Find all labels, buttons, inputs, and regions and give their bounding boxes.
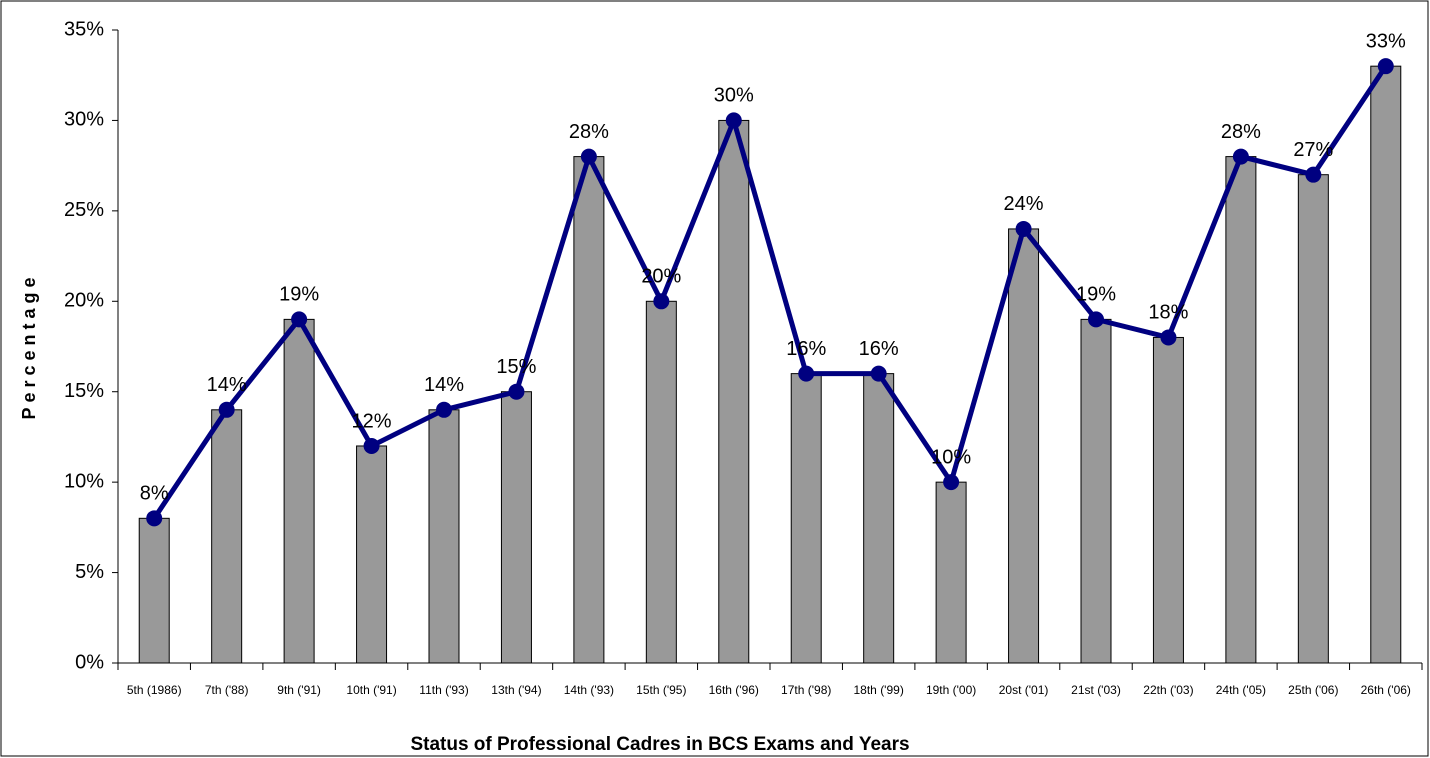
point [943,474,960,491]
x-tick-label: 22th ('03) [1143,683,1193,697]
bar [283,318,315,664]
y-tick-label: 10% [64,470,104,492]
point [1015,220,1032,237]
x-tick-label: 14th ('93) [564,683,614,697]
data-label: 19% [279,284,319,306]
point [146,510,163,527]
x-axis-label: Status of Professional Cadres in BCS Exa… [410,734,909,755]
point [218,401,235,418]
data-label: 33% [1366,30,1406,52]
y-tick-label: 0% [75,651,104,673]
data-label: 28% [569,121,609,143]
x-tick-label: 26th ('06) [1361,683,1411,697]
x-tick-label: 7th ('88) [205,683,249,697]
data-label: 19% [1076,284,1116,306]
point [1305,166,1322,183]
point [653,293,670,310]
x-tick-label: 15th ('95) [636,683,686,697]
x-tick-label: 17th ('98) [781,683,831,697]
x-tick-label: 24th ('05) [1216,683,1266,697]
point [870,365,887,382]
data-label: 8% [140,483,169,505]
data-label: 24% [1004,193,1044,215]
data-label: 20% [641,266,681,288]
bar [1080,318,1112,664]
data-label: 14% [207,374,247,396]
y-tick-label: 15% [64,380,104,402]
x-tick-label: 18th ('99) [854,683,904,697]
data-label: 16% [859,338,899,360]
x-tick-label: 11th ('93) [419,683,468,697]
x-tick-label: 10th ('91) [346,683,396,697]
data-label: 28% [1221,121,1261,143]
data-label: 18% [1148,302,1188,324]
x-tick-label: 5th (1986) [127,683,182,697]
bar [1008,228,1040,664]
y-tick-label: 35% [64,18,104,40]
data-label: 12% [352,410,392,432]
bar [356,445,388,664]
x-tick-label: 16th ('96) [709,683,759,697]
y-tick-label: 20% [64,290,104,312]
data-label: 14% [424,374,464,396]
x-tick-label: 13th ('94) [491,683,541,697]
data-label: 27% [1293,139,1333,161]
bar [935,481,967,664]
bar [1297,174,1329,664]
y-tick-label: 30% [64,109,104,131]
data-label: 15% [496,356,536,378]
x-tick-label: 21st ('03) [1071,683,1121,697]
bar [500,391,532,664]
point [580,148,597,165]
line [152,64,1388,520]
point [798,365,815,382]
x-tick-label: 20st ('01) [999,683,1049,697]
point [363,437,380,454]
bar [138,517,170,664]
point [436,401,452,418]
data-label: 16% [786,338,826,360]
data-label: 30% [714,85,754,107]
data-label: 10% [931,446,971,468]
point [1088,311,1104,328]
y-axis-label: Percentage [19,272,39,419]
bar [645,300,677,664]
bar [790,373,822,664]
bar [1370,65,1402,664]
bar [211,409,243,664]
point [1232,148,1249,165]
bar [1225,156,1257,664]
point [1377,58,1394,75]
bar [428,409,460,664]
bar [1152,336,1184,664]
y-tick-label: 25% [64,199,104,221]
point [291,311,308,328]
x-tick-label: 25th ('06) [1288,683,1338,697]
point [508,383,525,400]
bar [718,119,750,664]
point [1160,329,1177,346]
y-tick-label: 5% [75,561,104,583]
bar [863,373,895,664]
bar [573,156,605,664]
point [725,112,742,129]
x-tick-label: 19th ('00) [926,683,976,697]
x-tick-label: 9th ('91) [277,683,321,697]
